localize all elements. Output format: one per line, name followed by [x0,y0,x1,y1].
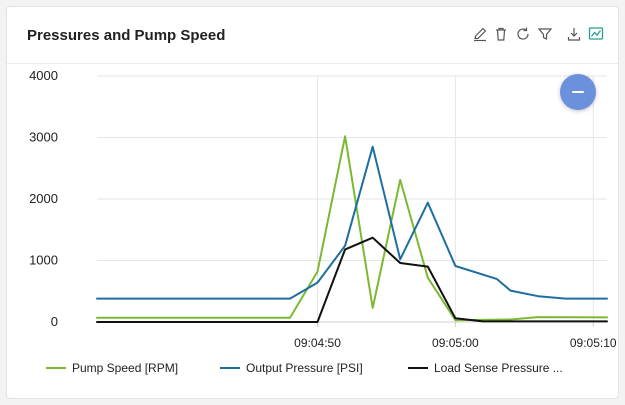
series-line-1 [96,145,608,300]
minus-icon [572,91,584,93]
y-tick-label: 4000 [29,68,58,83]
legend-label: Output Pressure [PSI] [246,361,363,375]
delete-button[interactable] [492,25,510,43]
legend-label: Load Sense Pressure ... [434,361,563,375]
filter-icon [537,28,553,40]
delete-icon [496,27,506,41]
refresh-icon [517,27,529,40]
filter-button[interactable] [536,25,554,43]
widget-title: Pressures and Pump Speed [27,27,226,44]
series-line-2 [96,236,608,323]
legend-item-load-sense-pressure[interactable]: Load Sense Pressure ... [408,361,563,375]
refresh-button[interactable] [514,25,532,43]
y-tick-label: 1000 [29,253,58,268]
y-tick-label: 3000 [29,130,58,145]
download-button[interactable] [565,25,583,43]
line-chart: 0 1000 2000 3000 4000 09:04:50 09:05:00 09:05:1… [29,68,617,350]
x-tick-label: 09:05:10 [570,336,617,350]
x-tick-label: 09:05:00 [432,336,479,350]
chart-legend: Pump Speed [RPM] Output Pressure [PSI] L… [38,361,598,379]
series-line-0 [96,135,608,322]
download-icon [567,28,581,41]
legend-label: Pump Speed [RPM] [72,361,179,375]
edit-icon [474,27,487,42]
widget-toolbar [465,25,605,45]
legend-item-output-pressure[interactable]: Output Pressure [PSI] [220,361,363,375]
x-tick-label: 09:04:50 [294,336,341,350]
legend-item-pump-speed[interactable]: Pump Speed [RPM] [46,361,178,375]
chart-view-button[interactable] [587,25,605,43]
legend-swatch [408,367,428,369]
legend-swatch [220,367,240,369]
chart-widget-card: Pressures and Pump Speed [6,6,619,399]
header-divider [7,63,618,64]
collapse-button[interactable] [560,74,596,110]
edit-button[interactable] [471,25,489,43]
legend-swatch [46,367,66,369]
chart-icon [588,27,604,40]
y-tick-label: 2000 [29,191,58,206]
y-tick-label: 0 [51,314,58,329]
